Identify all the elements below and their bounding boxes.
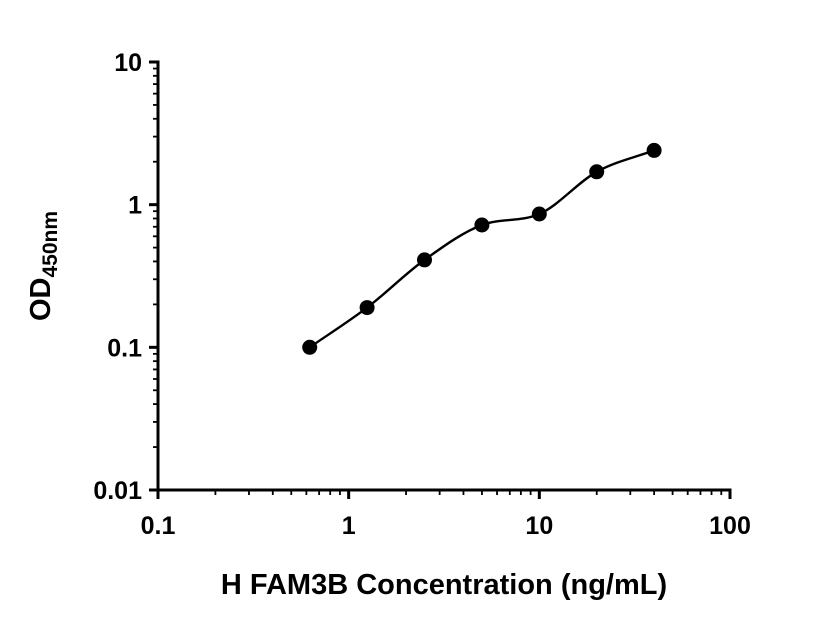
data-point [302, 339, 318, 355]
x-tick-label: 100 [709, 512, 751, 540]
data-point [417, 252, 432, 268]
y-axis-title: OD450nm [25, 211, 62, 321]
y-tick-label: 0.1 [107, 334, 142, 362]
x-tick-label: 10 [525, 512, 553, 540]
y-tick-label: 1 [128, 192, 142, 220]
data-point [646, 142, 662, 158]
y-axis-title-main: OD [25, 278, 57, 322]
axes [156, 60, 732, 492]
data-point [474, 217, 490, 233]
x-axis-title: H FAM3B Concentration (ng/mL) [221, 569, 667, 601]
tick-marks [149, 60, 732, 499]
y-tick-label: 10 [114, 49, 142, 77]
x-tick-label: 1 [342, 512, 356, 540]
y-tick-label: 0.01 [93, 477, 142, 505]
data-point [531, 206, 547, 222]
y-axis-title-subscript: 450nm [39, 211, 62, 278]
tick-labels: 0.1 1 10 100 0.01 0.1 1 10 [93, 49, 751, 540]
axis-spines [156, 60, 732, 492]
data-point [589, 164, 605, 180]
data-points [302, 142, 662, 355]
data-point [359, 300, 375, 316]
fit-curve [309, 149, 655, 349]
x-tick-label: 0.1 [141, 512, 176, 540]
